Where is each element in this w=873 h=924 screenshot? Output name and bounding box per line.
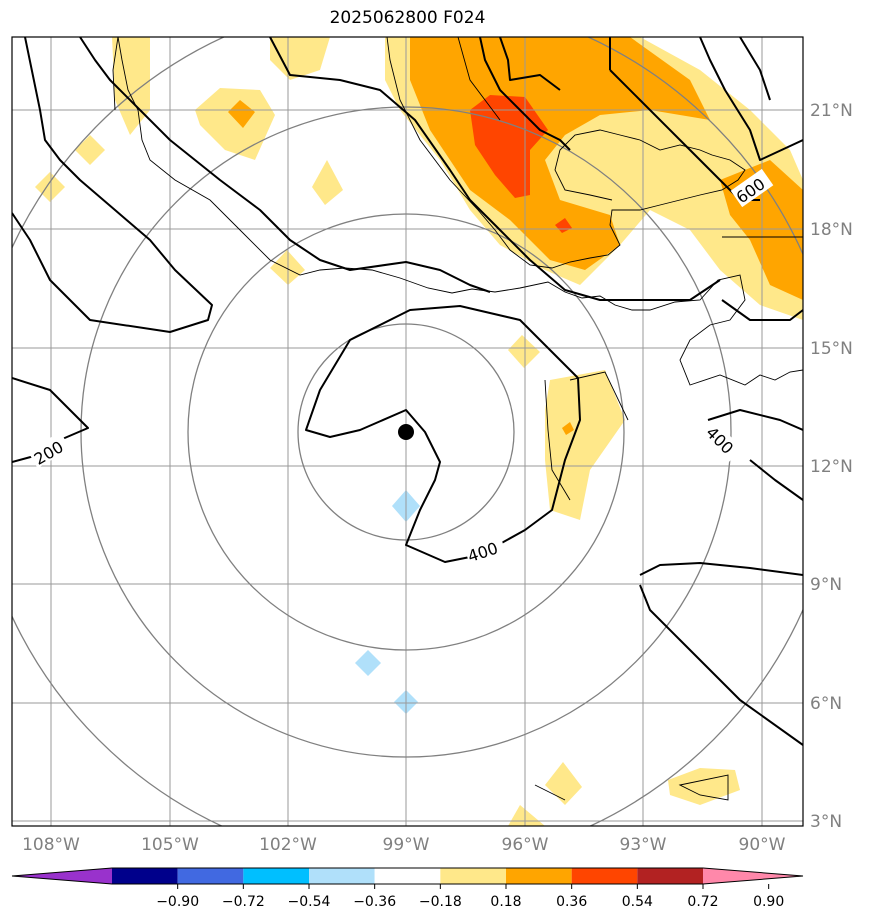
colorbar-segment <box>177 868 244 884</box>
latitude-labels: 21°N 18°N 15°N 12°N 9°N 6°N 3°N <box>810 101 853 832</box>
lat-label-3n: 3°N <box>810 812 842 832</box>
negative-field-lightblue <box>355 490 420 714</box>
colorbar-segment <box>506 868 572 884</box>
lat-label-18n: 18°N <box>810 220 853 240</box>
lon-label-105w: 105°W <box>141 835 199 855</box>
height-contours <box>12 37 803 746</box>
lon-label-96w: 96°W <box>502 835 549 855</box>
colorbar-outline <box>11 867 804 885</box>
colorbar-extend-high <box>703 868 803 884</box>
lat-label-15n: 15°N <box>810 339 853 359</box>
colorbar-segment <box>637 868 703 884</box>
lon-label-99w: 99°W <box>383 835 430 855</box>
colorbar-segment <box>374 868 441 884</box>
colorbar-tick-label: −0.90 <box>156 894 199 910</box>
map-plot-area: 200 400 400 600 <box>12 37 803 826</box>
coastline <box>112 37 803 801</box>
colorbar-tick-label: 0.36 <box>556 894 587 910</box>
colorbar-extend-low <box>12 868 112 884</box>
colorbar-segment <box>243 868 309 884</box>
lon-label-108w: 108°W <box>22 835 80 855</box>
lon-label-93w: 93°W <box>620 835 667 855</box>
colorbar-segment <box>112 868 178 884</box>
positive-field-yellow <box>35 37 803 826</box>
map-title: 2025062800 F024 <box>329 8 486 28</box>
colorbar-tick-label: 0.18 <box>490 894 521 910</box>
colorbar-tick-label: −0.72 <box>222 894 265 910</box>
longitude-labels: 108°W 105°W 102°W 99°W 96°W 93°W 90°W <box>22 835 786 855</box>
lon-label-90w: 90°W <box>739 835 786 855</box>
colorbar-tick-label: −0.36 <box>353 894 396 910</box>
map-gridlines <box>12 37 803 826</box>
colorbar-tick-label: 0.54 <box>622 894 653 910</box>
colorbar-tick-label: 0.72 <box>687 894 718 910</box>
colorbar-tick-label: 0.90 <box>753 894 784 910</box>
lon-label-102w: 102°W <box>259 835 317 855</box>
lat-label-12n: 12°N <box>810 457 853 477</box>
colorbar-tick-label: −0.54 <box>288 894 331 910</box>
lat-label-9n: 9°N <box>810 575 842 595</box>
colorbar-tick-label: −0.18 <box>419 894 462 910</box>
contour-label-400-south: 400 <box>465 539 500 567</box>
colorbar-segment <box>440 868 506 884</box>
colorbar: −0.90 −0.72 −0.54 −0.36 −0.18 0.18 0.36 0.54 0.7… <box>11 867 804 910</box>
colorbar-segment <box>571 868 638 884</box>
plot-frame <box>11 36 804 827</box>
colorbar-segment <box>309 868 375 884</box>
storm-center-marker <box>398 424 414 440</box>
lat-label-21n: 21°N <box>810 101 853 121</box>
lat-label-6n: 6°N <box>810 694 842 714</box>
